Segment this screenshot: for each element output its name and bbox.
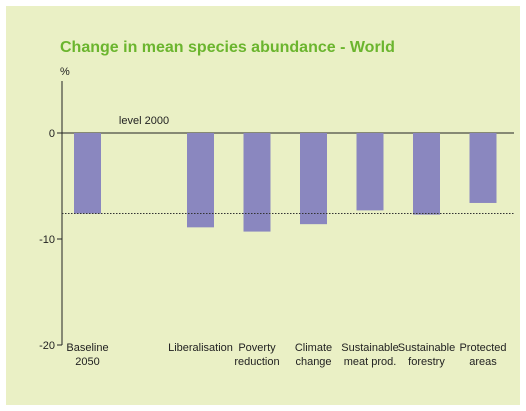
bar (469, 133, 497, 203)
chart-title: Change in mean species abundance - World (60, 39, 395, 56)
bar (356, 133, 384, 211)
category-label: Baseline 2050 (66, 342, 108, 368)
category-label: level 2000 (119, 115, 169, 127)
bar (243, 133, 271, 232)
category-label: Poverty reduction (234, 342, 279, 368)
category-label: Liberalisation (168, 342, 233, 354)
y-axis-label: % (60, 66, 70, 78)
category-label: Climate change (295, 342, 332, 368)
y-tick-label: -20 (39, 340, 55, 352)
category-label: Sustainable forestry (398, 342, 456, 368)
bar (300, 133, 327, 225)
bar (187, 133, 214, 228)
category-label: Protected areas (459, 342, 506, 368)
category-label: Sustainable meat prod. (341, 342, 399, 368)
bar (413, 133, 440, 215)
bar-chart: Change in mean species abundance - World… (39, 39, 514, 368)
bar (74, 133, 101, 214)
y-tick-label: -10 (39, 234, 55, 246)
chart-panel: Change in mean species abundance - World… (6, 6, 520, 405)
y-tick-label: 0 (49, 128, 55, 140)
